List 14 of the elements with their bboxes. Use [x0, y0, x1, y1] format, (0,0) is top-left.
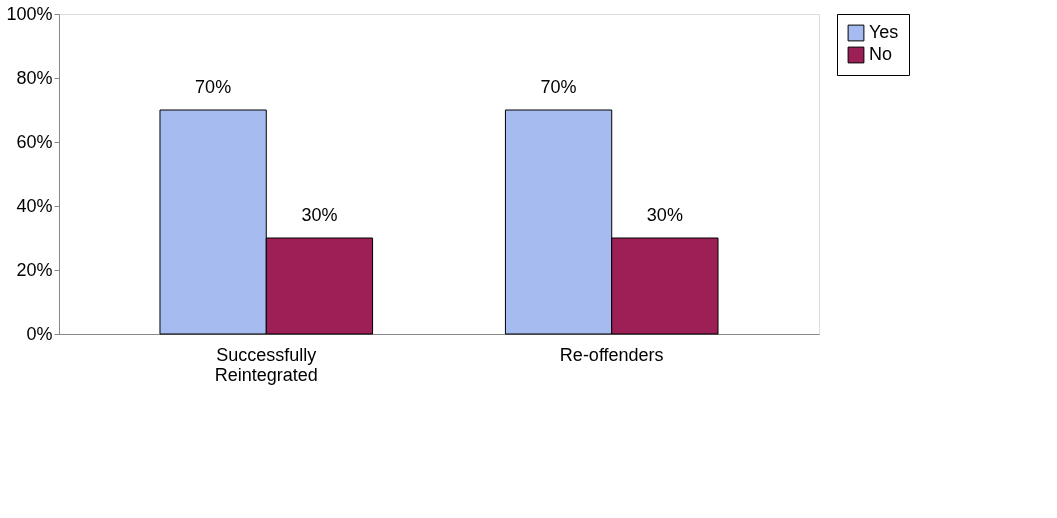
- legend-label: No: [869, 44, 893, 64]
- data-label: 70%: [540, 77, 577, 97]
- data-label: 30%: [646, 205, 683, 225]
- y-tick-label: 40%: [16, 195, 53, 216]
- y-tick-label: 60%: [16, 131, 53, 152]
- x-tick-label: Re-offenders: [559, 344, 664, 365]
- y-tick-label: 0%: [26, 323, 53, 344]
- y-tick-label: 20%: [16, 259, 53, 280]
- legend-label: Yes: [869, 22, 899, 42]
- data-label: 70%: [195, 77, 232, 97]
- y-tick-label: 100%: [6, 3, 53, 24]
- x-tick-label: Successfully Reintegrated: [214, 344, 318, 385]
- data-label: 30%: [301, 205, 338, 225]
- y-tick-label: 80%: [16, 67, 53, 88]
